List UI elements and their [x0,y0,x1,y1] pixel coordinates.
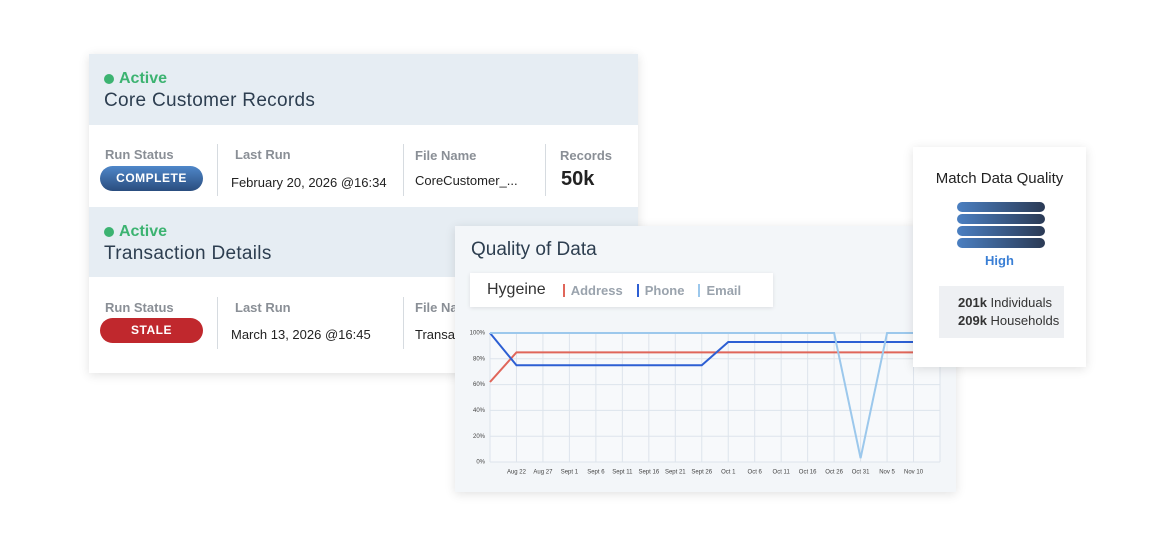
status: Active [119,223,168,240]
legend-title: Hygeine [487,281,546,298]
divider [403,144,404,196]
record-title: Core Customer Records [104,90,316,111]
field-label: File Name [415,148,477,163]
match-card: Match Data Quality High 201k Individuals… [913,147,1086,367]
status: Active [119,70,168,87]
x-tick-label: Oct 11 [773,470,791,476]
x-tick-label: Sept 6 [587,470,605,476]
stat-value: 201k [958,295,987,310]
record-header: Active Core Customer Records [89,54,638,125]
field-value: Transa [415,327,455,342]
legend-item: Phone [636,283,684,297]
divider [217,144,218,196]
field-label: Last Run [235,300,291,315]
x-tick-label: Nov 10 [904,470,924,476]
x-tick-label: Sept 21 [665,470,686,476]
x-tick-label: Oct 6 [748,470,763,476]
x-tick-label: Oct 1 [721,470,736,476]
y-tick-label: 20% [473,434,486,440]
field-label: Run Status [105,300,174,315]
series-line [490,332,940,459]
divider [403,297,404,349]
field-value: CoreCustomer_... [415,173,518,188]
chart-card: Aug 22 Aug 27 Sept 1 Sept 6 Sept 11 Sept 16 Se… [455,226,956,492]
stat-label: Individuals [990,295,1052,310]
quality-bar [957,214,1045,224]
stat: 201k Individuals [958,295,1052,310]
records-card: Active Core Customer Records Run Status … [89,54,638,373]
field-value: March 13, 2026 @16:45 [231,327,371,342]
x-tick-label: Sept 26 [691,470,712,476]
x-tick-label: Aug 27 [533,470,553,476]
legend-item: Address [562,283,623,297]
series-line [489,332,940,367]
x-tick-label: Aug 22 [507,470,527,476]
divider [217,297,218,349]
field-value: February 20, 2026 @16:34 [231,175,387,190]
field-label: Records [560,148,613,163]
stat-value: 209k [958,313,987,328]
status-badge: COMPLETE [100,166,203,191]
quality-level: High [985,253,1014,268]
x-tick-label: Oct 31 [852,470,870,476]
y-tick-label: 40% [473,408,486,414]
x-tick-label: Sept 1 [561,470,579,476]
x-tick-label: Oct 16 [799,470,817,476]
stat: 209k Households [958,313,1059,328]
x-tick-label: Sept 16 [638,470,659,476]
status-badge: STALE [100,318,203,343]
x-tick-label: Nov 5 [879,470,895,476]
field-label: Last Run [235,147,291,162]
y-tick-label: 60% [473,382,486,388]
record-title: Transaction Details [104,243,272,264]
quality-bar [957,238,1045,248]
chart: Aug 22 Aug 27 Sept 1 Sept 6 Sept 11 Sept 16 Se… [470,331,941,476]
y-tick-label: 100% [470,331,486,337]
x-tick-label: Oct 26 [825,470,843,476]
status-dot [104,74,114,84]
legend: Hygeine Address Phone Email [470,273,773,307]
legend-item: Email [698,283,741,297]
divider [545,144,546,196]
match-title: Match Data Quality [935,170,1064,187]
y-tick-label: 0% [476,460,485,466]
stats-box: 201k Individuals 209k Households [939,286,1064,338]
field-label: Run Status [105,147,174,162]
chart-title: Quality of Data [471,239,597,260]
y-tick-label: 80% [473,356,486,362]
x-tick-label: Sept 11 [612,470,633,476]
quality-bar [957,202,1045,212]
status-dot [104,227,114,237]
field-value: 50k [561,168,595,190]
stat-label: Households [990,313,1060,328]
quality-bar [957,226,1045,236]
